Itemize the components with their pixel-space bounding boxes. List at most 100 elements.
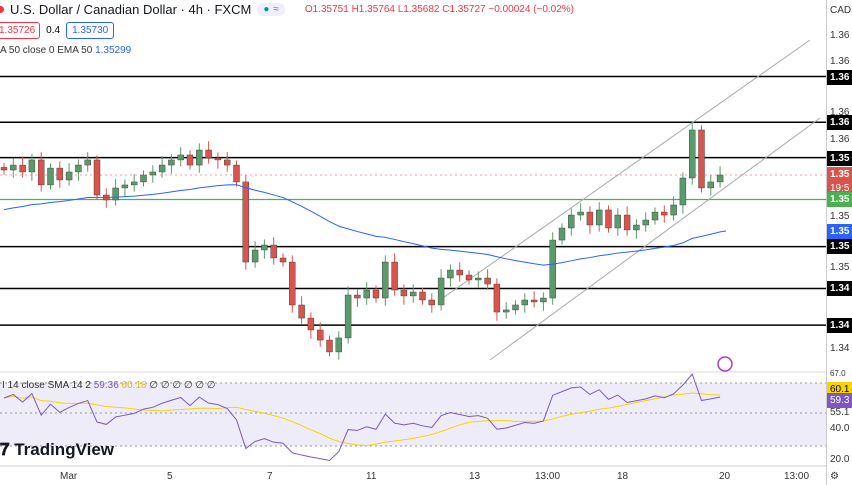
time-label: 20: [719, 471, 731, 482]
candle: [158, 164, 166, 173]
rsi-line: [3, 373, 721, 461]
tradingview-logo-icon: 𝟕: [0, 440, 15, 459]
candle: [707, 181, 714, 189]
level-tag: 1.36: [827, 70, 852, 85]
candle: [521, 299, 528, 306]
time-label: 13:00: [784, 471, 810, 482]
time-label: 7: [267, 471, 273, 482]
alert-icon[interactable]: [717, 356, 733, 372]
chart-header: U.S. Dollar / Canadian Dollar · 4h · FXC…: [0, 2, 574, 17]
candle: [93, 159, 101, 196]
level-tag: 1.36: [827, 115, 852, 130]
sell-button[interactable]: 1.35726: [0, 22, 41, 39]
candle: [577, 211, 584, 216]
channel-upper-line[interactable]: [439, 39, 811, 301]
symbol-title[interactable]: U.S. Dollar / Canadian Dollar · 4h · FXC…: [10, 2, 252, 17]
rsi-sma-line: [3, 392, 721, 446]
candle: [698, 129, 705, 189]
rsi-tag: 59.3: [827, 393, 852, 408]
candle: [121, 184, 129, 189]
price-label: 1.36: [830, 30, 850, 41]
candle: [307, 317, 315, 331]
price-label: 1.35: [830, 262, 850, 273]
price-label: 1.35: [830, 211, 850, 222]
ema-50-line: [3, 184, 727, 266]
price-label: 1.36: [830, 56, 850, 67]
ema-tag: 1.35: [827, 224, 852, 239]
candle: [512, 304, 519, 311]
channel-lower-line[interactable]: [489, 117, 821, 361]
candle: [65, 171, 73, 181]
candle: [261, 244, 268, 251]
currency-label[interactable]: CAD: [830, 5, 852, 16]
candle: [586, 211, 594, 226]
candle: [642, 219, 649, 226]
candle: [47, 167, 54, 186]
candle: [177, 154, 184, 161]
market-open-icon: ●: [263, 4, 270, 15]
candle: [503, 309, 510, 313]
candle: [233, 164, 240, 183]
rsi-label: 20.0: [830, 454, 850, 465]
candle: [363, 289, 370, 299]
candle: [205, 149, 212, 159]
price-chart[interactable]: [0, 0, 826, 485]
candle: [112, 187, 119, 201]
candle: [28, 159, 36, 173]
level-tag: 1.34: [827, 281, 852, 296]
candle: [419, 291, 426, 301]
candle: [10, 164, 17, 171]
candle: [391, 261, 398, 291]
candle: [0, 167, 8, 171]
candle: [372, 289, 380, 299]
candle: [475, 277, 482, 281]
tradingview-logo[interactable]: 𝟕 TradingView: [0, 440, 115, 459]
candle: [549, 239, 556, 299]
time-label: 13: [469, 471, 481, 482]
candle: [428, 299, 435, 306]
candle: [400, 289, 408, 297]
rsi-label: 55.1: [830, 407, 850, 418]
candle: [614, 214, 621, 229]
candle: [130, 181, 138, 186]
symbol-status-icon: [0, 6, 4, 13]
rsi-label: 67.0: [830, 369, 846, 378]
candle: [633, 224, 640, 231]
buy-button[interactable]: 1.35730: [66, 22, 115, 39]
candle: [326, 339, 333, 353]
time-label: 13:00: [535, 471, 561, 482]
candle: [196, 149, 203, 166]
time-label: Mar: [60, 471, 78, 482]
candle: [679, 177, 687, 206]
candle: [168, 159, 175, 166]
candle: [623, 214, 631, 231]
candle: [661, 211, 668, 216]
candle: [149, 171, 157, 176]
candle: [651, 211, 659, 221]
wave-icon: ≈: [273, 4, 279, 15]
candle: [223, 159, 231, 166]
candle: [344, 294, 352, 339]
candle: [540, 297, 547, 303]
candle: [19, 164, 26, 173]
candle: [186, 154, 194, 166]
rsi-label: 40.0: [830, 423, 850, 434]
time-label: 18: [617, 471, 629, 482]
price-axis[interactable]: CAD 1.36 1.36 1.36 1.36 1.35 1.35 1.34 1…: [826, 0, 852, 485]
ema-legend[interactable]: A 50 close 0 EMA 50 1.35299: [0, 45, 132, 56]
candle: [568, 214, 575, 229]
candle: [289, 261, 296, 306]
rsi-legend[interactable]: I 14 close SMA 14 2 59.36 60.18 ∅ ∅ ∅ ∅ …: [2, 380, 216, 391]
price-label: 1.36: [830, 134, 850, 145]
candle: [335, 337, 342, 353]
candle: [447, 269, 454, 279]
candle: [437, 277, 445, 306]
settings-icon[interactable]: ⚙: [830, 471, 839, 482]
candle: [465, 274, 473, 281]
candle: [56, 167, 63, 181]
candle: [270, 244, 277, 259]
candle: [689, 129, 696, 179]
market-status-badge[interactable]: ● ≈: [257, 3, 285, 16]
candle: [279, 257, 287, 263]
candle: [605, 209, 612, 229]
